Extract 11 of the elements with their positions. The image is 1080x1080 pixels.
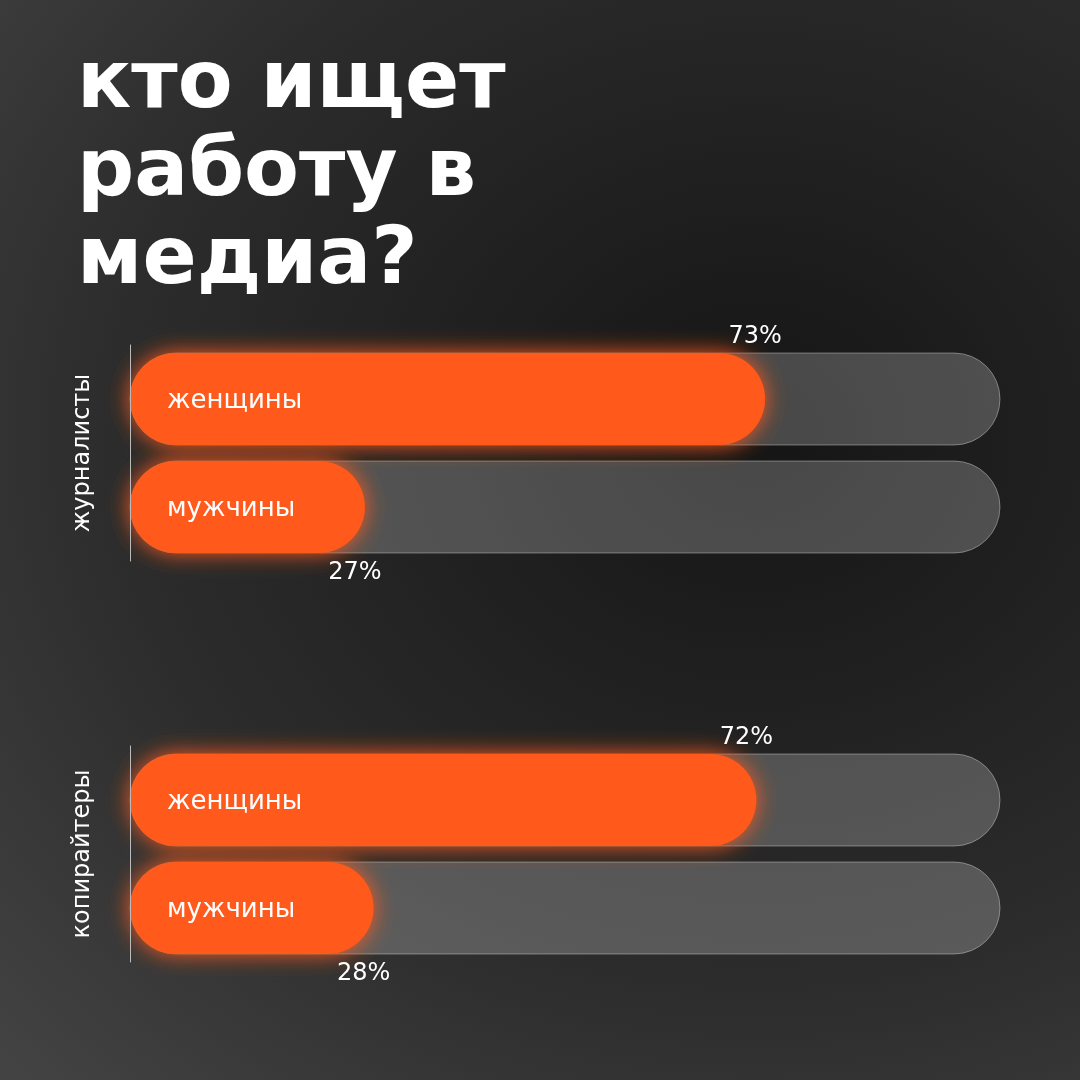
y-axis-title: копирайтеры (67, 769, 95, 939)
data-label: 27% (328, 557, 382, 585)
chart-title: кто ищет работу в медиа? (77, 32, 534, 302)
data-label: 28% (336, 958, 391, 986)
y-tick-label: мужчины (167, 492, 296, 522)
data-label: 72% (719, 722, 774, 750)
y-tick-label: женщины (167, 785, 303, 815)
y-axis-title: журналисты (67, 373, 95, 533)
y-tick-label: женщины (167, 384, 303, 414)
data-label: 73% (728, 321, 782, 349)
y-tick-label: мужчины (167, 893, 296, 923)
